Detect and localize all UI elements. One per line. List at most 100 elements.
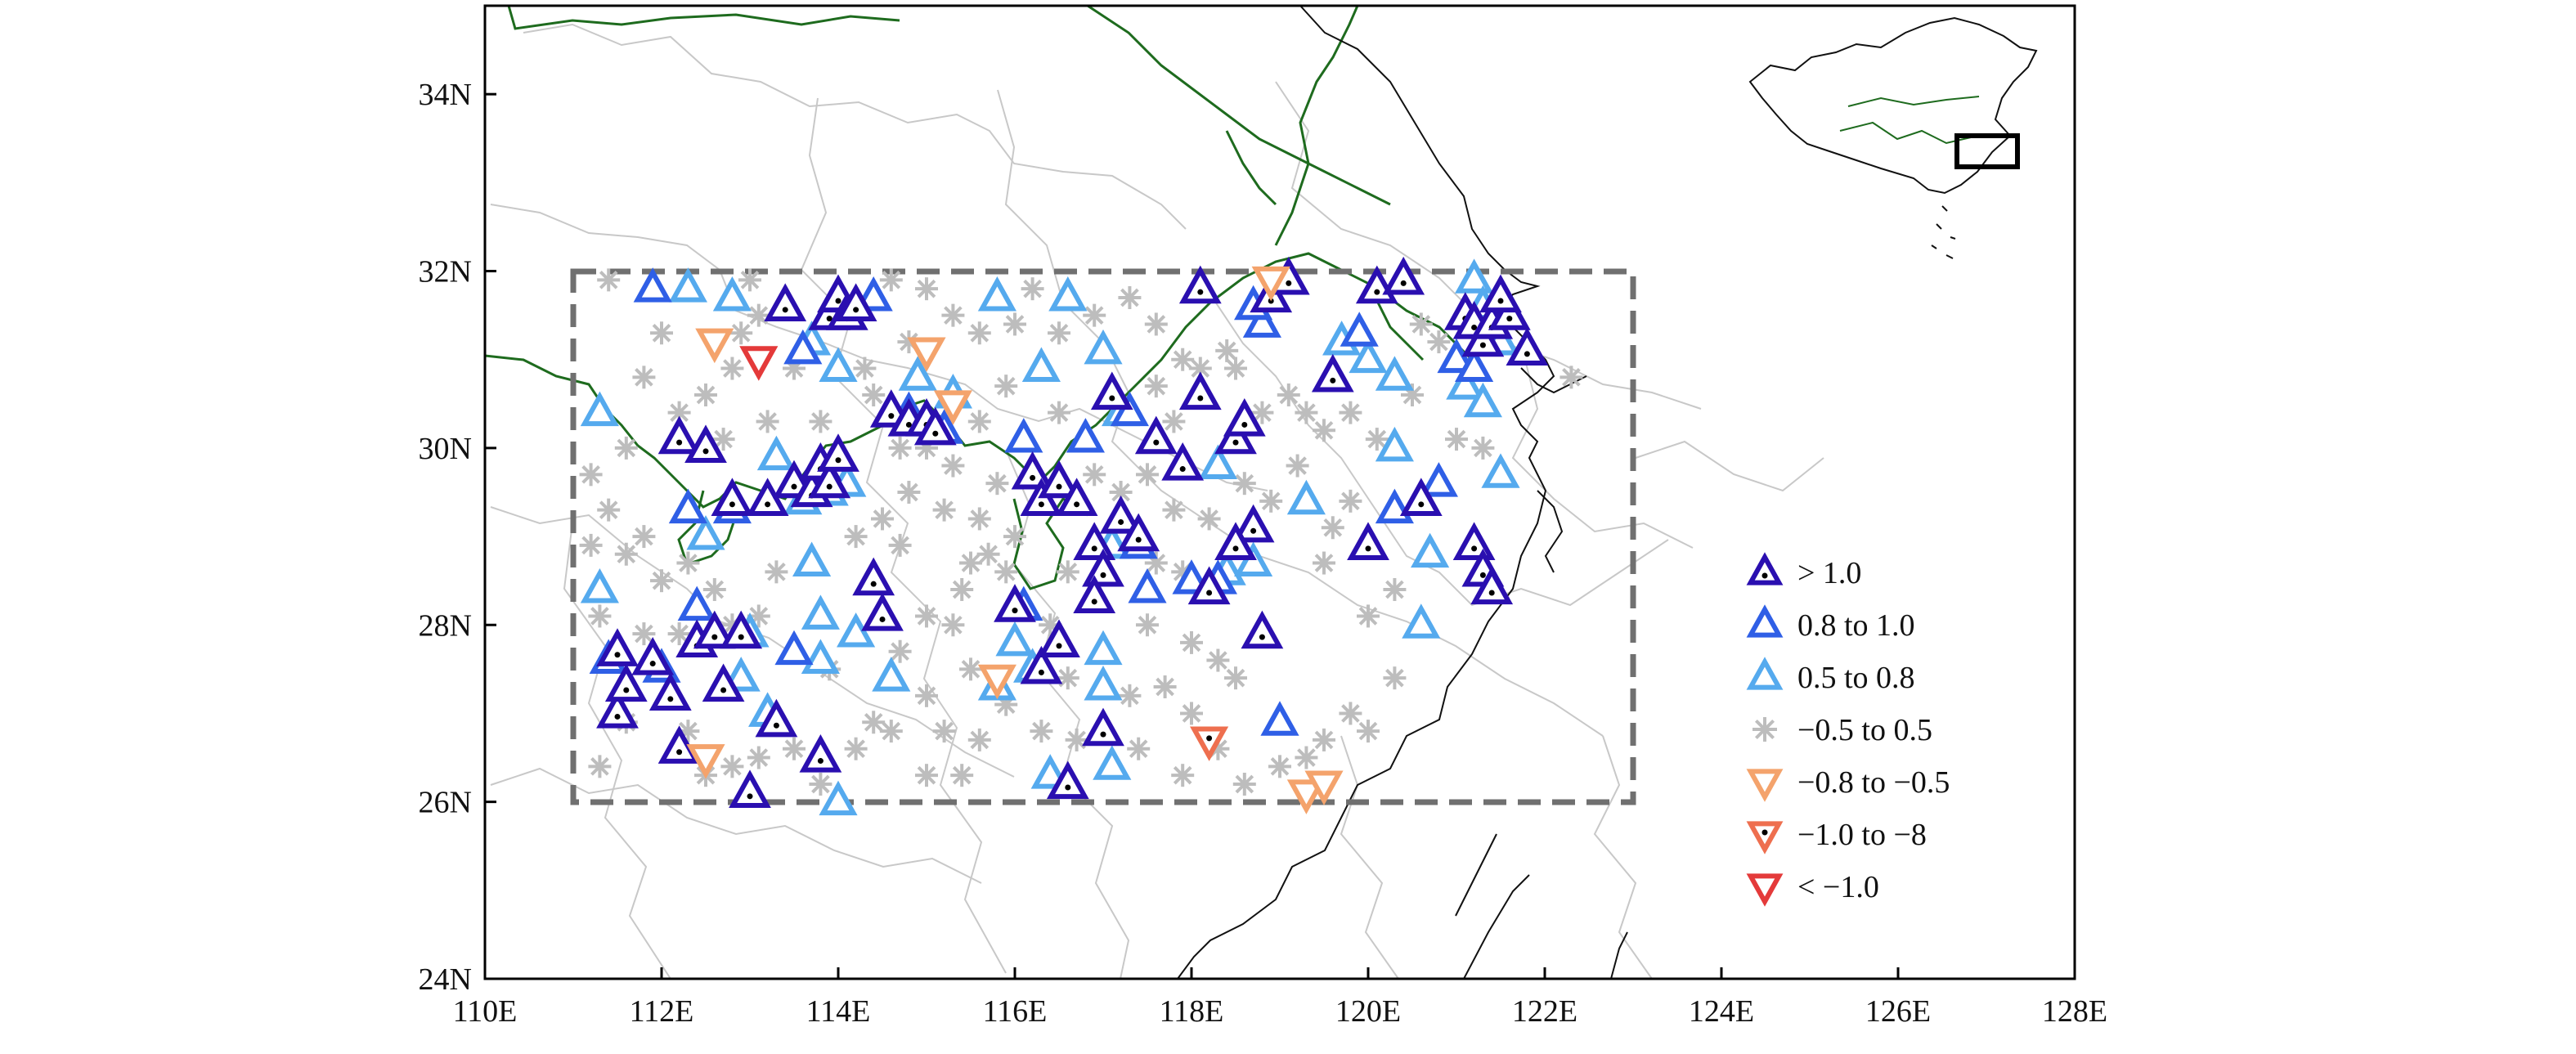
station-marker-c4-77 bbox=[1118, 286, 1142, 309]
station-marker-c3-9 bbox=[1048, 276, 1088, 312]
station-marker-c2-25 bbox=[1260, 701, 1299, 736]
station-marker-c4-101 bbox=[1180, 630, 1203, 654]
station-marker-c4-21 bbox=[720, 755, 744, 778]
x-tick-label-9: 128E bbox=[2042, 994, 2107, 1029]
station-marker-c4-47 bbox=[765, 560, 788, 584]
station-marker-c3-7 bbox=[977, 276, 1016, 312]
station-marker-c1-57 bbox=[1470, 566, 1514, 605]
station-marker-c4-23 bbox=[783, 737, 806, 760]
station-marker-c3-34 bbox=[1455, 258, 1494, 294]
station-marker-c1-25 bbox=[1117, 513, 1160, 552]
station-marker-c2-5 bbox=[1004, 418, 1043, 453]
station-marker-c3-31 bbox=[1349, 338, 1388, 374]
station-marker-c4-59 bbox=[871, 507, 894, 531]
station-marker-c2-23 bbox=[774, 630, 814, 666]
legend-label-4: −0.8 to −0.5 bbox=[1797, 765, 1950, 800]
station-marker-c1-58 bbox=[852, 557, 895, 596]
legend-item-0: > 1.0 bbox=[1746, 552, 1861, 590]
station-marker-c1-52 bbox=[1311, 353, 1354, 392]
station-marker-c4-58 bbox=[897, 481, 921, 504]
station-marker-c4-121 bbox=[1383, 578, 1407, 601]
legend-label-1: 0.8 to 1.0 bbox=[1797, 608, 1915, 643]
station-marker-c4-115 bbox=[888, 436, 912, 460]
station-marker-c3-0 bbox=[580, 391, 619, 427]
station-marker-c4-64 bbox=[809, 410, 832, 433]
station-marker-c1-27 bbox=[1090, 371, 1133, 410]
legend-item-1: 0.8 to 1.0 bbox=[1746, 604, 1915, 643]
inset-outline bbox=[1748, 16, 2038, 195]
station-marker-c1-65 bbox=[604, 663, 648, 702]
station-marker-c4-14 bbox=[588, 604, 612, 628]
station-marker-c1-17 bbox=[913, 406, 957, 446]
station-marker-c3-1 bbox=[668, 267, 707, 303]
x-tick-label-5: 120E bbox=[1335, 994, 1401, 1029]
station-marker-c2-1 bbox=[783, 329, 823, 365]
station-marker-c4-35 bbox=[1065, 728, 1088, 751]
legend-label-0: > 1.0 bbox=[1797, 556, 1861, 590]
station-marker-c4-10 bbox=[650, 569, 673, 593]
station-marker-c2-21 bbox=[677, 585, 716, 621]
station-marker-c4-102 bbox=[1206, 648, 1230, 672]
station-marker-c4-109 bbox=[1056, 560, 1079, 584]
station-marker-c5-3 bbox=[686, 744, 725, 779]
legend-label-3: −0.5 to 0.5 bbox=[1797, 713, 1932, 747]
station-marker-c4-105 bbox=[1153, 675, 1177, 698]
station-marker-c3-45 bbox=[686, 515, 725, 550]
legend-marker-2 bbox=[1746, 657, 1784, 690]
station-marker-c4-25 bbox=[844, 737, 868, 760]
station-marker-c4-6 bbox=[579, 463, 603, 487]
station-marker-c3-2 bbox=[712, 276, 752, 312]
station-marker-c3-23 bbox=[1093, 745, 1132, 780]
station-marker-c2-6 bbox=[1066, 418, 1105, 453]
station-marker-c4-42 bbox=[1313, 728, 1335, 751]
station-marker-c1-6 bbox=[684, 424, 727, 464]
station-marker-c5-5 bbox=[1251, 266, 1290, 302]
station-marker-c4-129 bbox=[1383, 666, 1407, 690]
basemap bbox=[485, 6, 1824, 979]
station-marker-c4-97 bbox=[1162, 498, 1186, 522]
y-tick-label-3: 30N bbox=[419, 432, 472, 466]
legend-marker-6 bbox=[1746, 873, 1784, 907]
legend-item-3: −0.5 to 0.5 bbox=[1752, 713, 1932, 747]
station-marker-c1-18 bbox=[1011, 451, 1054, 490]
station-marker-c4-24 bbox=[809, 773, 832, 796]
station-marker-c5-1 bbox=[907, 337, 946, 372]
station-marker-c1-4 bbox=[834, 283, 877, 321]
station-marker-c4-12 bbox=[702, 578, 726, 601]
station-marker-c4-111 bbox=[967, 507, 991, 531]
station-marker-c4-34 bbox=[1030, 720, 1053, 743]
station-marker-c4-83 bbox=[1215, 339, 1239, 362]
station-marker-c1-31 bbox=[1223, 397, 1266, 437]
inset-map bbox=[1748, 16, 2038, 259]
station-marker-c1-12 bbox=[808, 460, 851, 499]
x-tick-label-8: 126E bbox=[1865, 994, 1931, 1029]
station-marker-c1-66 bbox=[596, 628, 639, 666]
station-marker-c1-74 bbox=[1214, 522, 1257, 561]
station-marker-c4-91 bbox=[1286, 454, 1309, 478]
station-marker-c1-21 bbox=[1055, 478, 1098, 516]
station-marker-c4-2 bbox=[694, 383, 717, 406]
station-marker-c4-110 bbox=[1003, 525, 1026, 549]
station-marker-c3-39 bbox=[1375, 426, 1414, 462]
station-marker-c1-53 bbox=[1347, 522, 1389, 561]
station-marker-c1-32 bbox=[1161, 442, 1205, 481]
station-marker-c2-18 bbox=[668, 488, 707, 524]
station-marker-c1-51 bbox=[1506, 327, 1549, 366]
station-marker-c4-37 bbox=[1171, 764, 1195, 787]
station-marker-c4-68 bbox=[747, 303, 770, 327]
legend: > 1.0 0.8 to 1.0 0.5 to 0.8 −0.5 to 0.5 −0.8… bbox=[1746, 552, 1950, 907]
station-marker-c4-40 bbox=[1268, 755, 1291, 778]
station-marker-c4-54 bbox=[976, 542, 1000, 566]
station-marker-c5-0 bbox=[695, 328, 734, 364]
station-marker-c3-30 bbox=[1234, 541, 1273, 576]
station-marker-c4-93 bbox=[1339, 489, 1362, 513]
station-marker-c1-70 bbox=[693, 610, 736, 649]
station-marker-c4-92 bbox=[1321, 516, 1344, 540]
station-marker-c4-107 bbox=[1056, 666, 1079, 690]
station-marker-c4-67 bbox=[729, 321, 753, 345]
station-marker-c3-40 bbox=[1481, 453, 1520, 488]
plot-frame bbox=[483, 4, 2076, 980]
x-tick-label-6: 122E bbox=[1512, 994, 1577, 1029]
station-marker-c4-69 bbox=[738, 268, 761, 292]
station-marker-c1-0 bbox=[764, 283, 807, 321]
